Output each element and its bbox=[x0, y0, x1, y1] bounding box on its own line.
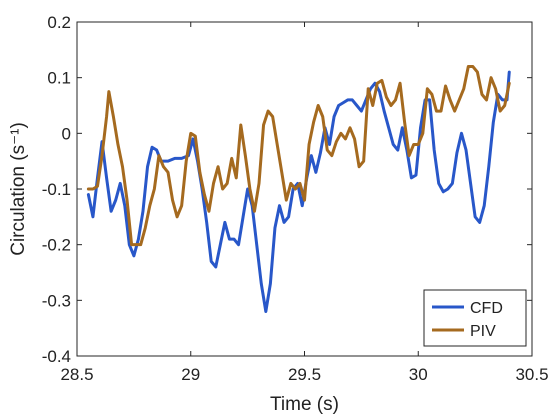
y-tick-label: -0.4 bbox=[42, 347, 71, 366]
x-tick-label: 28.5 bbox=[60, 365, 93, 384]
legend-label-cfd: CFD bbox=[470, 300, 503, 317]
y-tick-label: 0.1 bbox=[47, 69, 71, 88]
x-tick-label: 29 bbox=[181, 365, 200, 384]
y-tick-label: -0.1 bbox=[42, 180, 71, 199]
series-line-piv bbox=[86, 65, 511, 247]
x-axis-title: Time (s) bbox=[270, 394, 339, 415]
series-layer bbox=[86, 65, 511, 313]
x-tick-label: 30.5 bbox=[515, 365, 548, 384]
legend-box bbox=[423, 289, 527, 347]
y-tick-label: -0.3 bbox=[42, 291, 71, 310]
ticks-layer: 28.5 29 29.5 30 30.5 -0.4 -0.3 -0.2 -0.1 0 0.1 0.2 bbox=[42, 13, 549, 384]
y-tick-label: 0.2 bbox=[47, 13, 71, 32]
y-tick-label: 0 bbox=[62, 124, 71, 143]
y-axis-title: Circulation (s⁻¹) bbox=[8, 122, 29, 256]
x-tick-label: 29.5 bbox=[288, 365, 321, 384]
legend-label-piv: PIV bbox=[470, 323, 496, 340]
x-tick-label: 30 bbox=[409, 365, 428, 384]
y-tick-label: -0.2 bbox=[42, 236, 71, 255]
legend: CFD PIV bbox=[423, 289, 527, 347]
